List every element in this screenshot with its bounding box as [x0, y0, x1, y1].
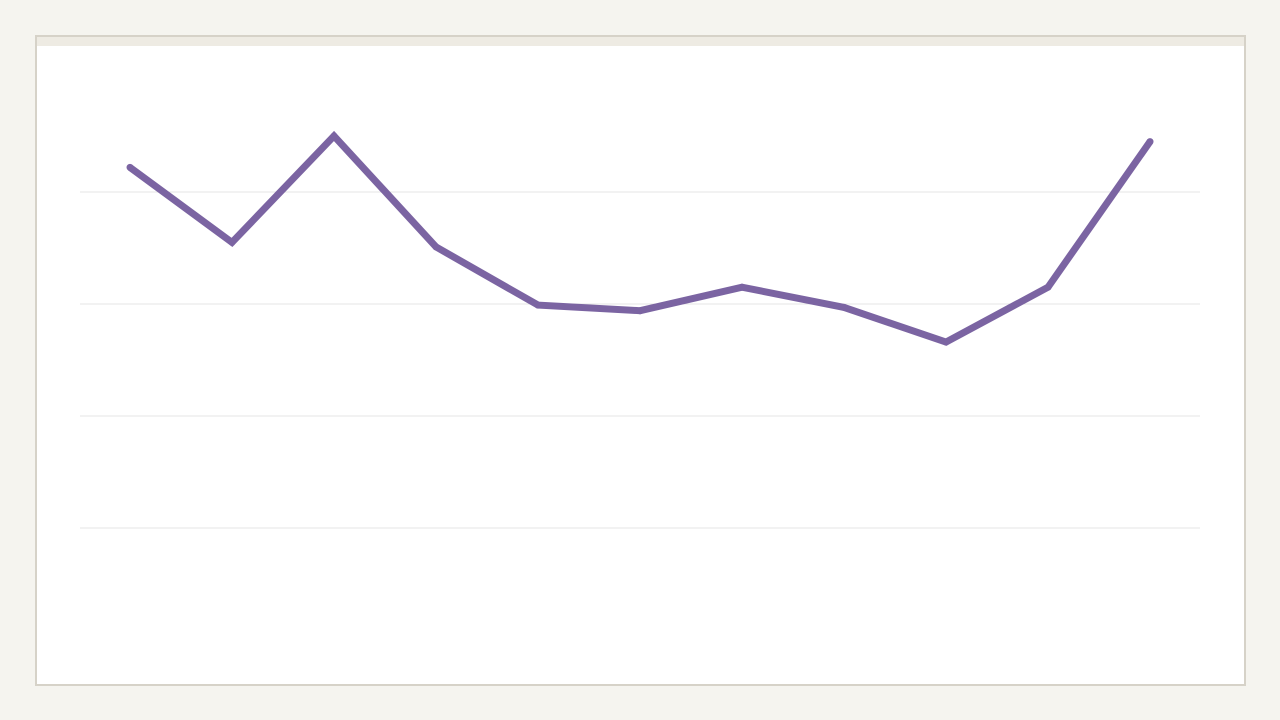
data-point [330, 132, 338, 140]
data-point [636, 307, 644, 315]
panel-header-strip [37, 37, 1244, 46]
data-point [534, 301, 542, 309]
data-point [1044, 283, 1052, 291]
series-layer [126, 130, 1154, 346]
data-point [432, 243, 440, 251]
gridlines [80, 191, 1200, 529]
data-point [942, 338, 950, 346]
data-point [228, 238, 236, 246]
data-point [738, 283, 746, 291]
chart-panel [35, 35, 1246, 686]
data-point [1146, 138, 1154, 146]
data-point [840, 303, 848, 311]
data-point [126, 163, 134, 171]
